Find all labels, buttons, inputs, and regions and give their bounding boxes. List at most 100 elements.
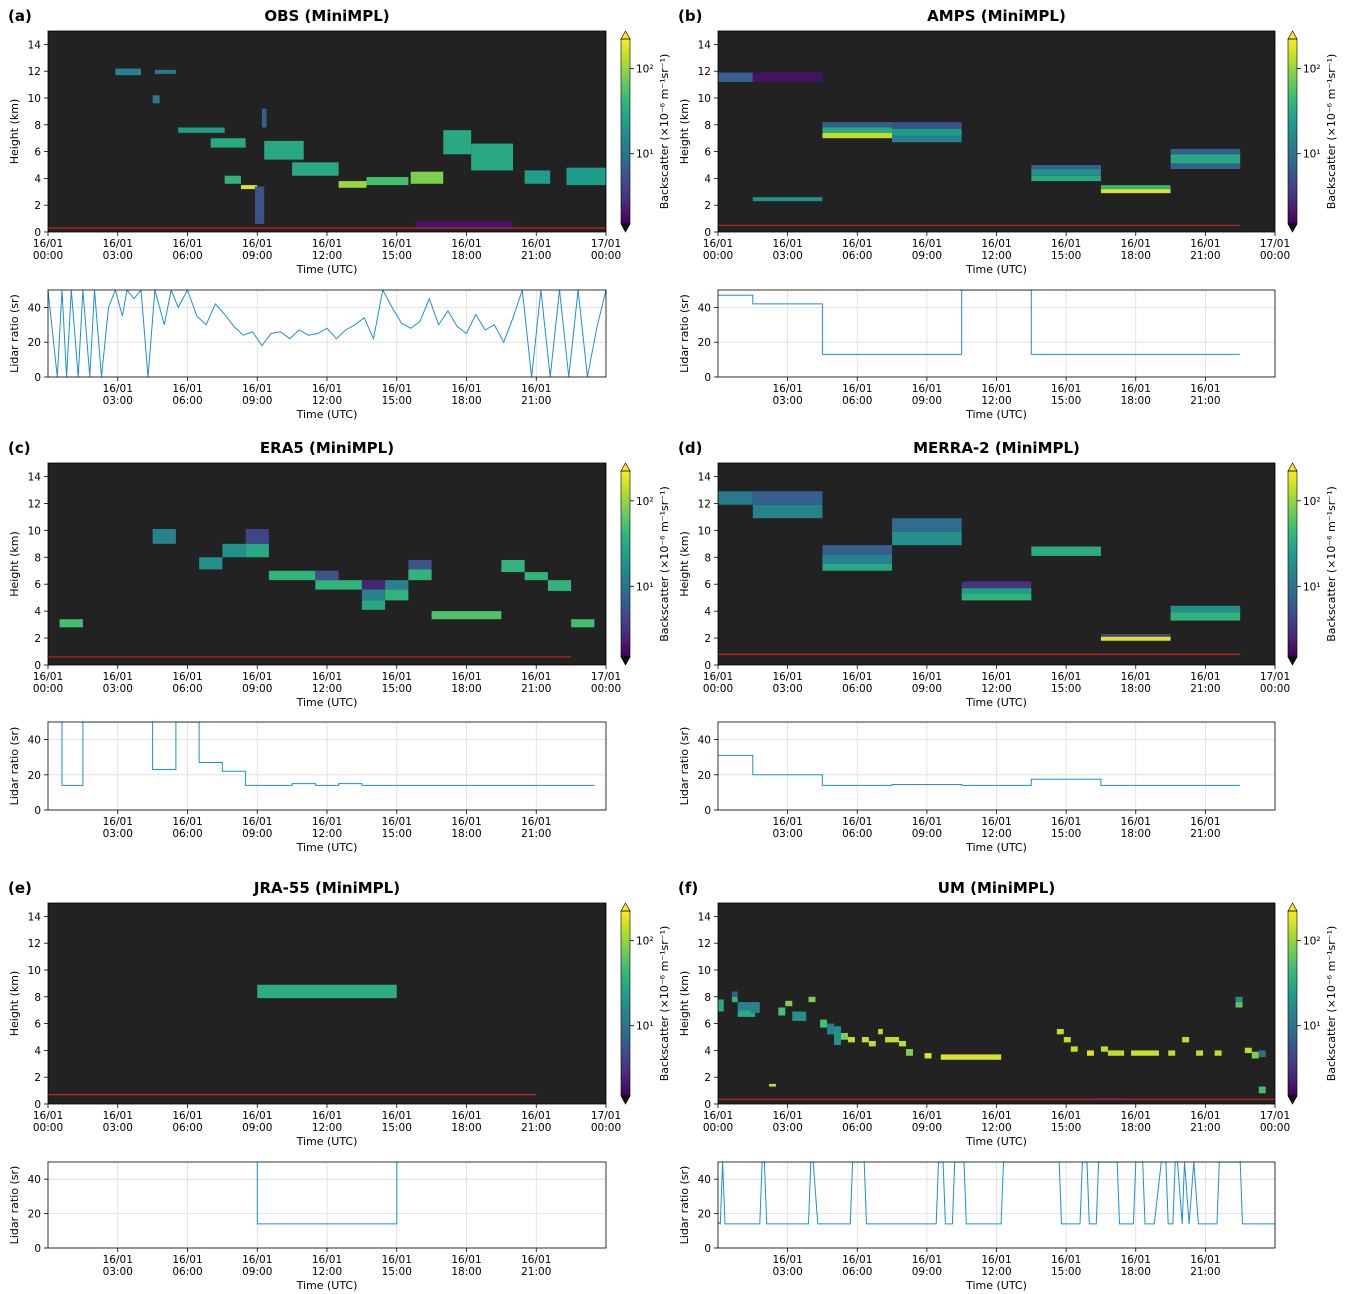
x-tick-label: 09:00 — [912, 1122, 942, 1134]
y-tick-label: 12 — [698, 498, 711, 510]
x-tick-label: 03:00 — [103, 683, 133, 695]
backscatter-cell — [822, 127, 893, 133]
x-tick-label: 16/01 — [382, 671, 412, 683]
x-tick-label: 00:00 — [33, 1122, 63, 1134]
y-tick-label: 0 — [34, 660, 41, 672]
x-axis-label: Time (UTC) — [296, 1279, 358, 1292]
x-tick-label: 16/01 — [172, 816, 202, 828]
x-tick-label: 12:00 — [312, 1266, 342, 1278]
x-tick-label: 17/01 — [1260, 1110, 1290, 1122]
x-tick-label: 06:00 — [172, 395, 202, 407]
x-tick-label: 18:00 — [1121, 828, 1151, 840]
backscatter-cell — [245, 528, 269, 544]
x-tick-label: 16/01 — [1190, 1110, 1220, 1122]
backscatter-cell — [1170, 154, 1241, 164]
x-tick-label: 16/01 — [1190, 816, 1220, 828]
x-tick-label: 16/01 — [312, 1254, 342, 1266]
x-tick-label: 06:00 — [172, 250, 202, 262]
backscatter-cell — [1214, 1050, 1222, 1056]
backscatter-cell — [566, 167, 606, 186]
x-tick-label: 16/01 — [242, 1110, 272, 1122]
x-tick-label: 16/01 — [451, 1110, 481, 1122]
backscatter-cell — [254, 186, 265, 224]
y-tick-label: 8 — [34, 992, 41, 1004]
x-tick-label: 12:00 — [312, 828, 342, 840]
backscatter-cell — [315, 580, 362, 590]
x-tick-label: 16/01 — [103, 383, 133, 395]
x-tick-label: 21:00 — [521, 828, 551, 840]
x-tick-label: 15:00 — [1051, 1122, 1081, 1134]
y-tick-label: 20 — [28, 337, 41, 349]
x-tick-label: 12:00 — [981, 395, 1011, 407]
backscatter-cell — [361, 580, 386, 590]
x-tick-label: 06:00 — [842, 683, 872, 695]
backscatter-cell — [1100, 636, 1171, 641]
backscatter-cell — [199, 557, 223, 570]
x-tick-label: 16/01 — [981, 816, 1011, 828]
backscatter-cell — [315, 570, 339, 581]
x-tick-label: 09:00 — [242, 1122, 272, 1134]
x-tick-label: 00:00 — [1260, 250, 1290, 262]
x-tick-label: 18:00 — [1121, 395, 1151, 407]
x-tick-label: 16/01 — [1121, 1254, 1151, 1266]
x-tick-label: 21:00 — [1190, 395, 1220, 407]
backscatter-cell — [154, 69, 176, 74]
backscatter-cell — [847, 1037, 855, 1043]
backscatter-cell — [892, 531, 962, 546]
x-tick-label: 09:00 — [912, 828, 942, 840]
heatmap-background — [718, 31, 1275, 232]
backscatter-cell — [415, 221, 513, 228]
x-tick-label: 21:00 — [1190, 683, 1220, 695]
backscatter-cell — [1100, 189, 1171, 194]
x-tick-label: 15:00 — [1051, 828, 1081, 840]
heatmap-cells — [48, 68, 606, 229]
x-tick-label: 18:00 — [451, 1122, 481, 1134]
x-tick-label: 16/01 — [772, 1254, 802, 1266]
y-tick-label: 14 — [28, 39, 42, 51]
x-tick-label: 12:00 — [312, 250, 342, 262]
y-tick-label: 40 — [28, 302, 41, 314]
backscatter-cell — [750, 1002, 760, 1013]
x-tick-label: 18:00 — [1121, 683, 1151, 695]
panel-b: 0246810121416/0100:0016/0103:0016/0106:0… — [678, 7, 1338, 421]
backscatter-cell — [892, 122, 962, 129]
x-tick-label: 06:00 — [172, 1122, 202, 1134]
backscatter-cell — [885, 1037, 900, 1043]
backscatter-cell — [245, 543, 269, 558]
x-tick-label: 17/01 — [591, 1110, 621, 1122]
x-tick-label: 17/01 — [591, 671, 621, 683]
x-tick-label: 16/01 — [312, 671, 342, 683]
x-tick-label: 06:00 — [842, 250, 872, 262]
colorbar — [1288, 911, 1297, 1096]
backscatter-cell — [737, 1002, 756, 1011]
backscatter-cell — [892, 518, 962, 532]
x-axis-label: Time (UTC) — [296, 408, 358, 421]
y-axis-label: Height (km) — [678, 99, 691, 165]
colorbar-extend-max — [1287, 462, 1298, 472]
backscatter-cell — [152, 528, 176, 544]
colorbar — [621, 471, 630, 657]
x-tick-label: 18:00 — [1121, 1122, 1151, 1134]
y-axis-label: Lidar ratio (sr) — [678, 727, 691, 806]
x-tick-label: 16/01 — [103, 816, 133, 828]
x-tick-label: 16/01 — [521, 816, 551, 828]
backscatter-cell — [892, 135, 962, 143]
y-tick-label: 8 — [704, 120, 711, 132]
y-tick-label: 0 — [34, 805, 41, 817]
x-tick-label: 06:00 — [842, 1122, 872, 1134]
x-tick-label: 17/01 — [1260, 671, 1290, 683]
x-tick-label: 18:00 — [451, 828, 481, 840]
backscatter-cell — [431, 611, 502, 620]
colorbar-frame — [1287, 38, 1298, 225]
x-tick-label: 16/01 — [382, 1110, 412, 1122]
x-tick-label: 03:00 — [772, 250, 802, 262]
x-tick-label: 16/01 — [1190, 1254, 1220, 1266]
y-tick-label: 2 — [704, 1072, 711, 1084]
backscatter-cell — [210, 138, 246, 148]
backscatter-cell — [408, 559, 432, 570]
y-tick-label: 8 — [34, 552, 41, 564]
y-tick-label: 8 — [704, 992, 711, 1004]
colorbar-extend-max — [1287, 902, 1298, 912]
x-tick-label: 16/01 — [842, 816, 872, 828]
backscatter-cell — [385, 589, 409, 601]
